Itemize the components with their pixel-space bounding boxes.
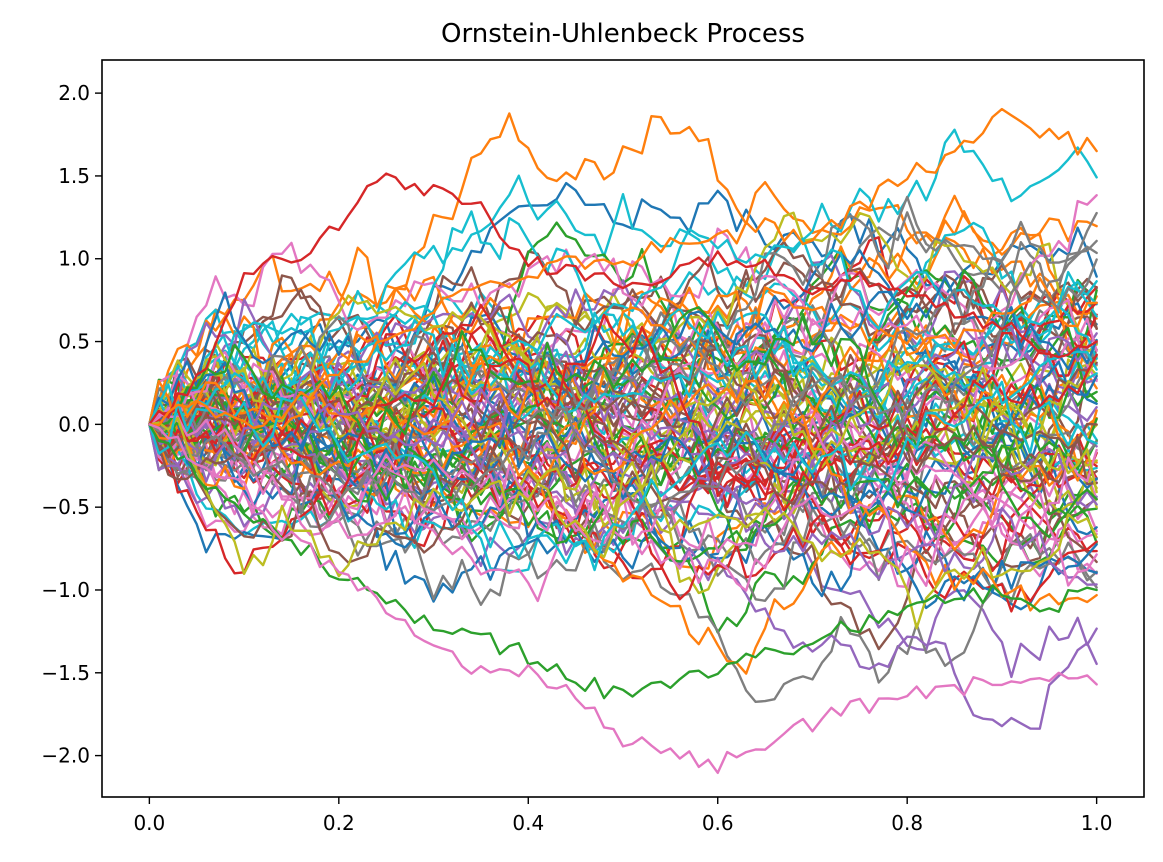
plot-frame	[101, 59, 1145, 798]
x-tick-label: 0.0	[133, 811, 165, 835]
y-tick-label: 0.0	[58, 412, 90, 436]
series-line	[148, 383, 1098, 602]
series-line	[148, 361, 1098, 610]
series-line	[148, 306, 1098, 539]
series-line	[148, 269, 1098, 481]
y-tick-label: −2.0	[41, 744, 90, 768]
x-tick-label: 0.6	[702, 811, 734, 835]
x-tick-label: 0.2	[323, 811, 355, 835]
y-tick-label: 1.5	[58, 164, 90, 188]
chart-title: Ornstein-Uhlenbeck Process	[441, 19, 805, 49]
y-tick-label: 2.0	[58, 81, 90, 105]
series-line	[148, 294, 1098, 504]
series-line	[148, 370, 1098, 586]
series-line	[148, 344, 1098, 675]
series-line	[148, 355, 1098, 612]
series-line	[148, 412, 1098, 592]
series-line	[148, 341, 1098, 512]
series-layer	[148, 107, 1098, 775]
y-tick-label: −1.5	[41, 661, 90, 685]
y-axis: −2.0 −1.5 −1.0 −0.5 0.0 0.5 1.0 1.5 2.0	[41, 81, 102, 768]
series-line	[148, 341, 1098, 486]
y-tick-label: 0.5	[58, 330, 90, 354]
series-line	[148, 423, 1098, 775]
x-tick-label: 0.4	[512, 811, 544, 835]
series-line	[148, 276, 1098, 426]
series-line	[148, 276, 1098, 491]
series-line	[148, 420, 1098, 606]
y-tick-label: 1.0	[58, 247, 90, 271]
x-tick-label: 1.0	[1081, 811, 1113, 835]
series-line	[148, 380, 1098, 572]
series-line	[148, 112, 1098, 440]
x-tick-label: 0.8	[891, 811, 923, 835]
y-tick-label: −1.0	[41, 578, 90, 602]
y-tick-label: −0.5	[41, 495, 90, 519]
series-line	[148, 335, 1098, 497]
series-line	[148, 211, 1098, 505]
series-line	[148, 423, 1098, 700]
series-line	[148, 313, 1098, 516]
series-line	[148, 416, 1098, 630]
x-axis: 0.0 0.2 0.4 0.6 0.8 1.0	[133, 797, 1113, 835]
series-line	[148, 107, 1098, 430]
series-line	[148, 172, 1098, 426]
